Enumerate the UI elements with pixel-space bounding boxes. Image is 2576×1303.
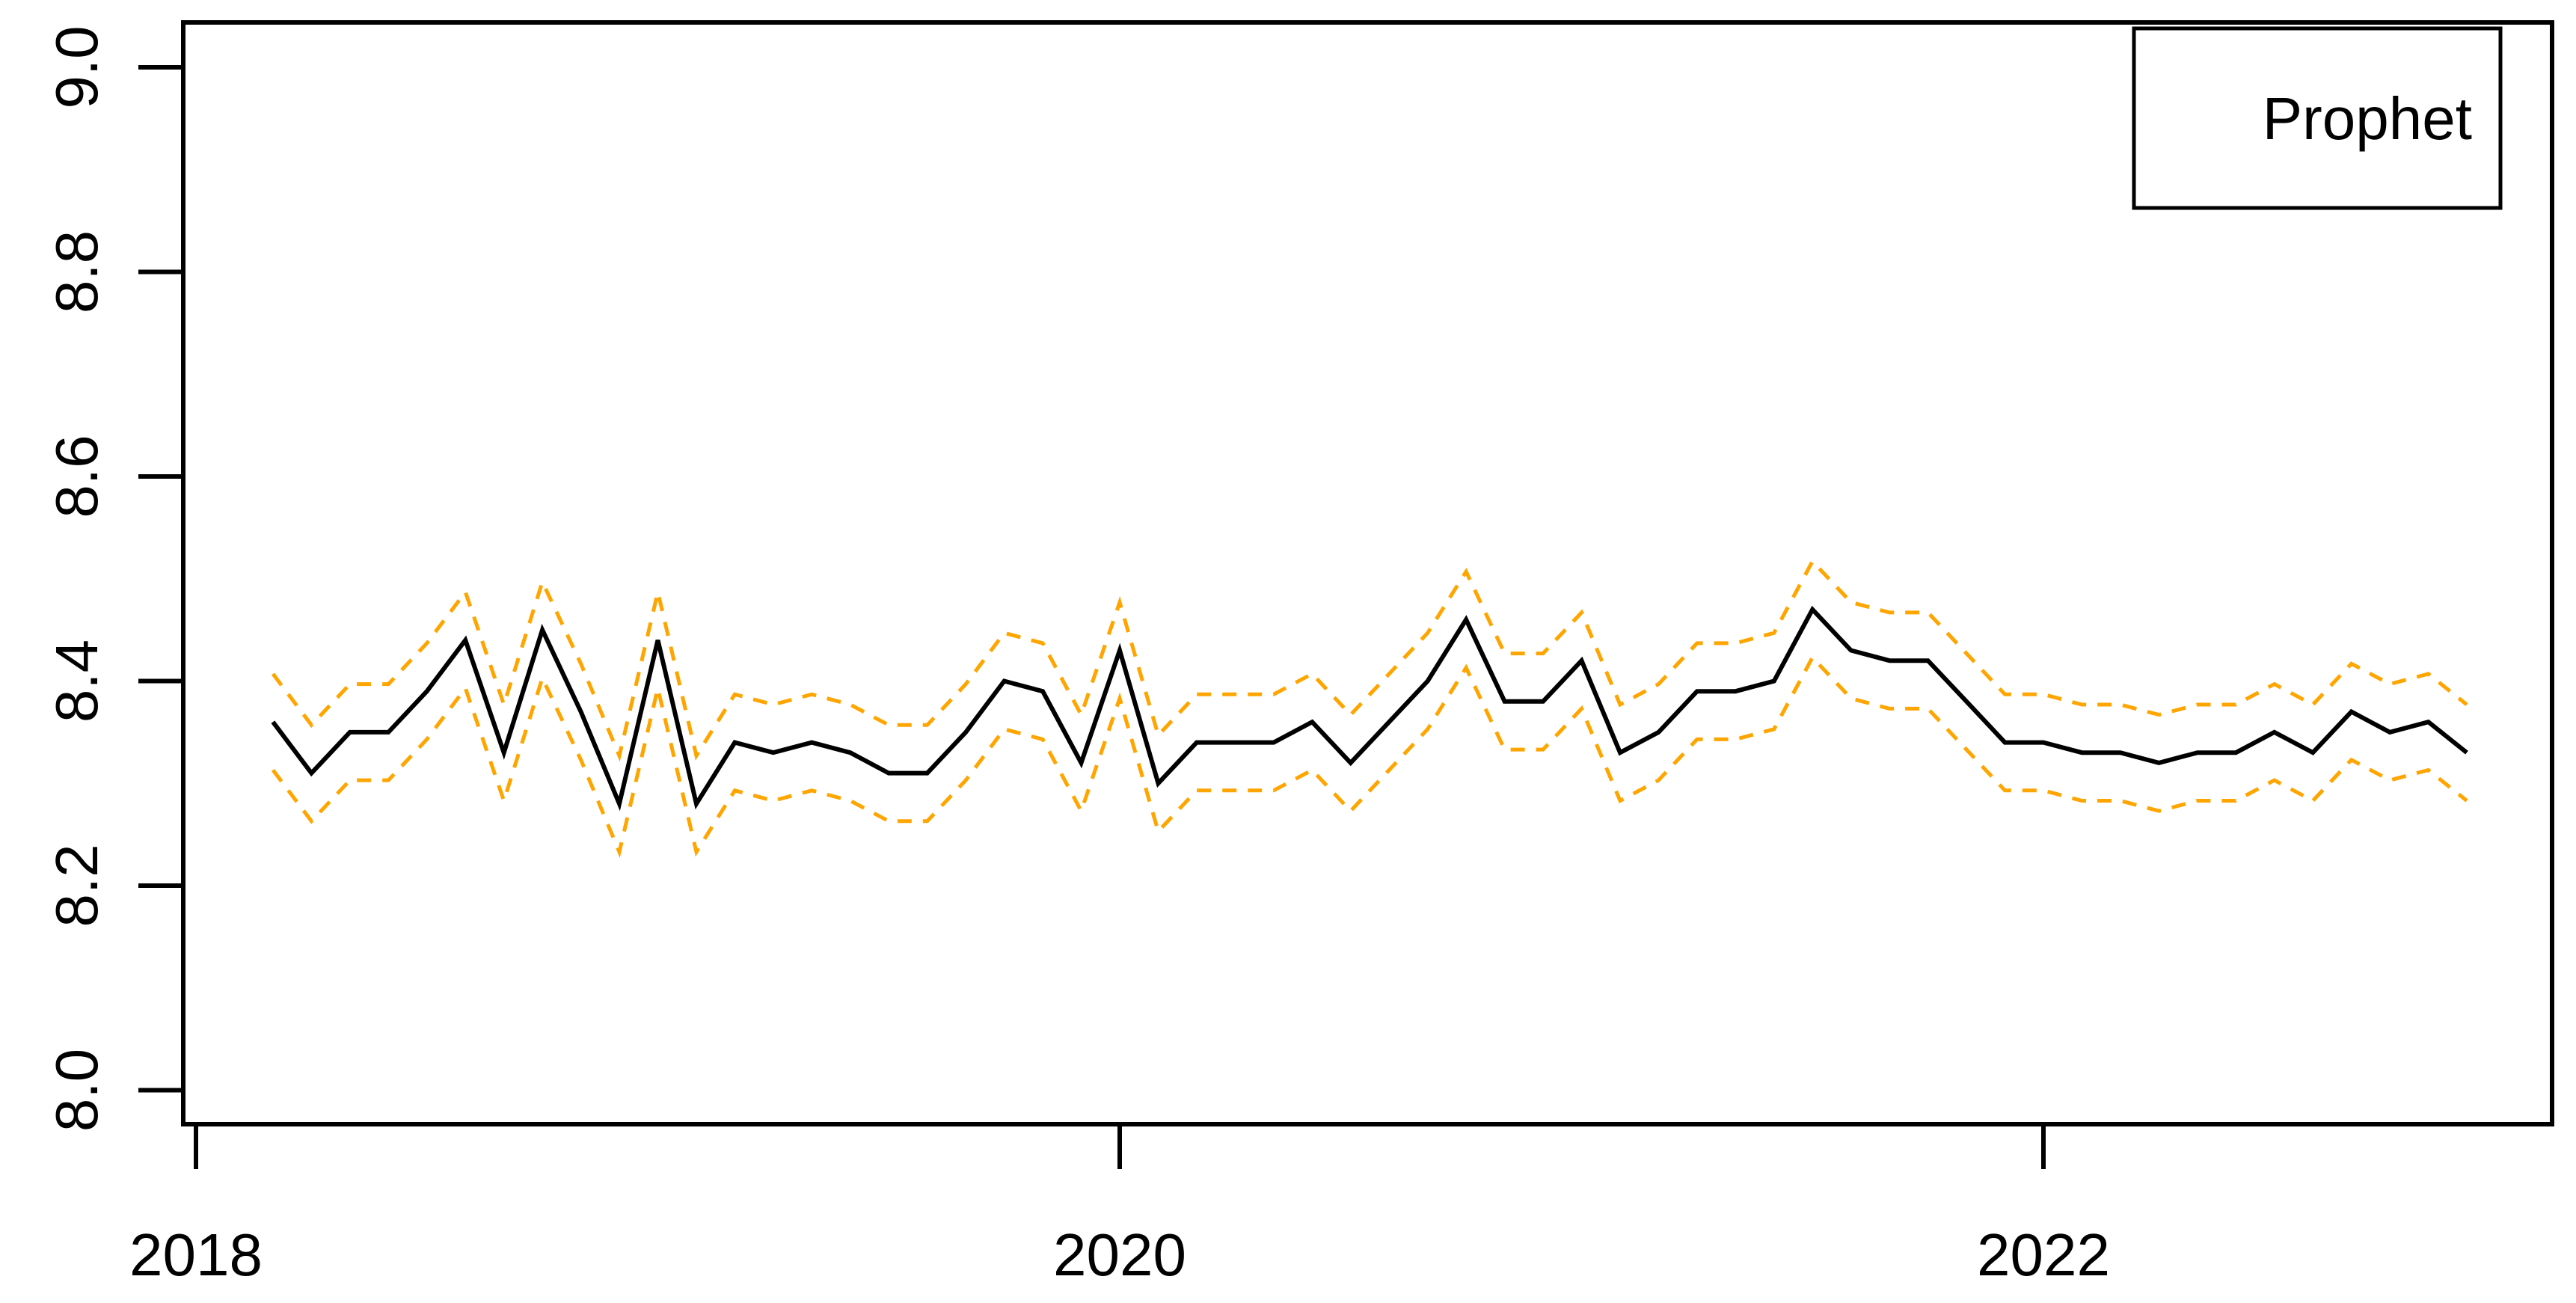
- x-tick-label: 2018: [129, 1221, 263, 1288]
- y-tick-label: 8.2: [43, 844, 110, 927]
- plot-border: [181, 20, 2554, 1126]
- legend-box: [2132, 26, 2503, 210]
- forecast-line: [271, 605, 2468, 812]
- y-tick-label: 8.4: [43, 640, 110, 723]
- x-tick-label: 2022: [1977, 1221, 2110, 1288]
- plot-layer: 8.0 8.2 8.4 8.6 8.8 9.0 2018 2020 2022 Prophet: [43, 20, 2554, 1288]
- y-tick-label: 8.6: [43, 435, 110, 518]
- y-tick-label: 8.8: [43, 230, 110, 313]
- y-tick-label: 9.0: [43, 25, 110, 108]
- y-tick-label: 8.0: [43, 1049, 110, 1132]
- lower-band-line: [271, 654, 2468, 858]
- x-tick-label: 2020: [1053, 1221, 1186, 1288]
- legend-label: Prophet: [2263, 85, 2472, 152]
- upper-band-line: [271, 558, 2468, 762]
